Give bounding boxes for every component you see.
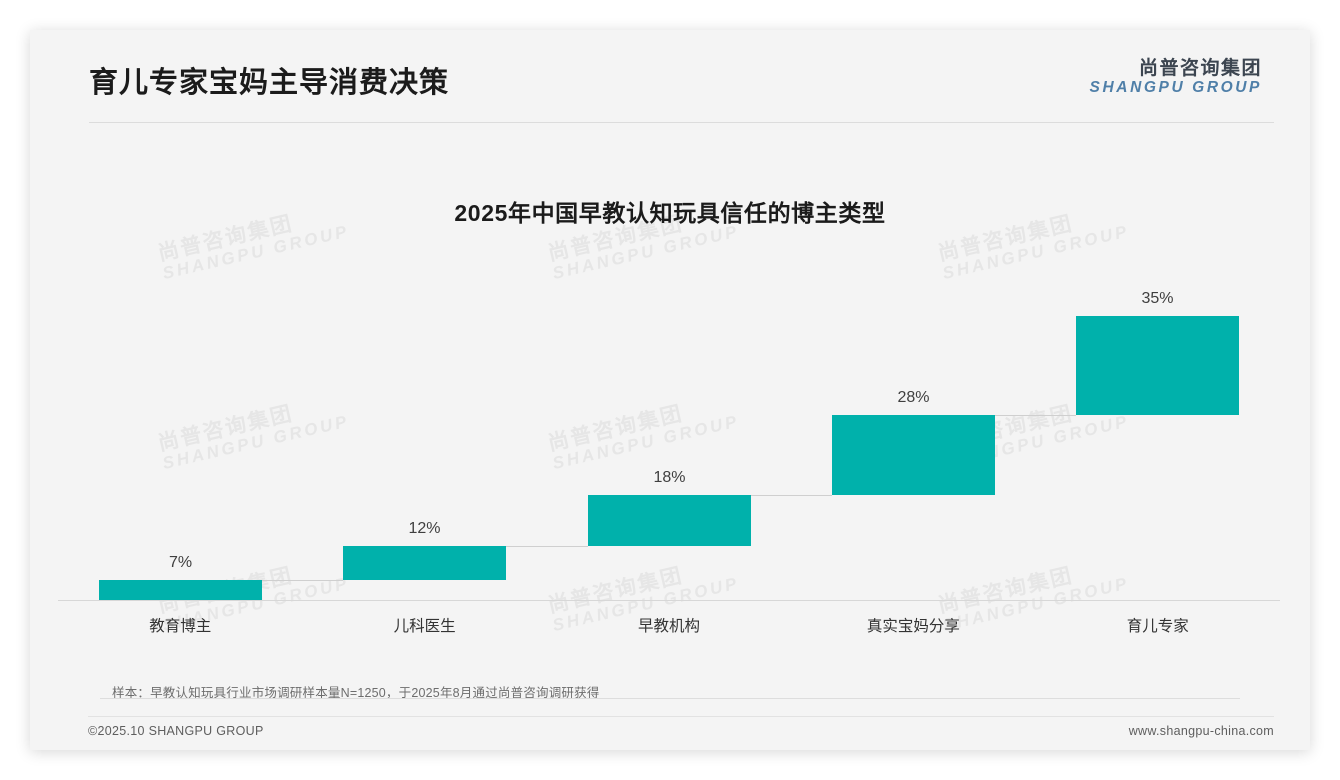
waterfall-connector	[262, 580, 343, 582]
category-axis	[58, 600, 1280, 601]
note-divider	[100, 698, 1240, 699]
brand-logo: 尚普咨询集团 SHANGPU GROUP	[1090, 58, 1262, 97]
footer-divider	[88, 716, 1274, 717]
sample-note: 样本：早教认知玩具行业市场调研样本量N=1250，于2025年8月通过尚普咨询调…	[112, 686, 600, 700]
waterfall-connector	[995, 415, 1076, 417]
waterfall-connector	[506, 546, 588, 548]
chart-title: 2025年中国早教认知玩具信任的博主类型	[454, 200, 886, 226]
slide-footer: ©2025.10 SHANGPU GROUP www.shangpu-china…	[30, 718, 1310, 750]
waterfall-bar[interactable]	[832, 415, 995, 495]
slide-header: 育儿专家宝妈主导消费决策 尚普咨询集团 SHANGPU GROUP	[30, 30, 1310, 123]
bar-value-label: 12%	[408, 520, 441, 538]
brand-name-en: SHANGPU GROUP	[1089, 79, 1262, 97]
copyright-text: ©2025.10 SHANGPU GROUP	[88, 724, 264, 738]
website-link[interactable]: www.shangpu-china.com	[1128, 724, 1274, 738]
slide-card: 尚普咨询集团 SHANGPU GROUP 尚普咨询集团 SHANGPU GROU…	[30, 30, 1310, 750]
header-divider	[89, 122, 1274, 123]
brand-name-cn: 尚普咨询集团	[1138, 58, 1262, 79]
category-label: 真实宝妈分享	[866, 618, 960, 635]
bar-value-label: 28%	[897, 389, 930, 407]
waterfall-bar[interactable]	[1076, 316, 1239, 416]
bar-value-label: 7%	[168, 554, 193, 572]
waterfall-bar[interactable]	[99, 580, 262, 600]
waterfall-plot: 7% 教育博主 12% 儿科医生 18% 早教机构 28% 真实宝妈分享 35% 育儿专家	[30, 122, 1310, 682]
bar-value-label: 18%	[653, 468, 686, 486]
category-label: 早教机构	[637, 618, 700, 635]
chart-container: 2025年中国早教认知玩具信任的博主类型 7% 教育博主 12% 儿科医生 18% 早教机…	[30, 122, 1310, 682]
waterfall-bar[interactable]	[588, 494, 751, 547]
category-label: 育儿专家	[1126, 618, 1189, 635]
waterfall-bar[interactable]	[343, 546, 506, 581]
waterfall-connector	[751, 494, 832, 496]
category-label: 教育博主	[149, 618, 212, 635]
page-title: 育儿专家宝妈主导消费决策	[89, 67, 450, 99]
category-label: 儿科医生	[393, 618, 456, 635]
bar-value-label: 35%	[1141, 290, 1174, 307]
